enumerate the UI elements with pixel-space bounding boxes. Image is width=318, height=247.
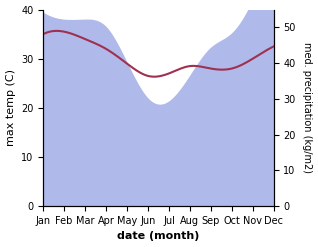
X-axis label: date (month): date (month)	[117, 231, 200, 242]
Y-axis label: max temp (C): max temp (C)	[5, 69, 16, 146]
Y-axis label: med. precipitation (kg/m2): med. precipitation (kg/m2)	[302, 42, 313, 173]
